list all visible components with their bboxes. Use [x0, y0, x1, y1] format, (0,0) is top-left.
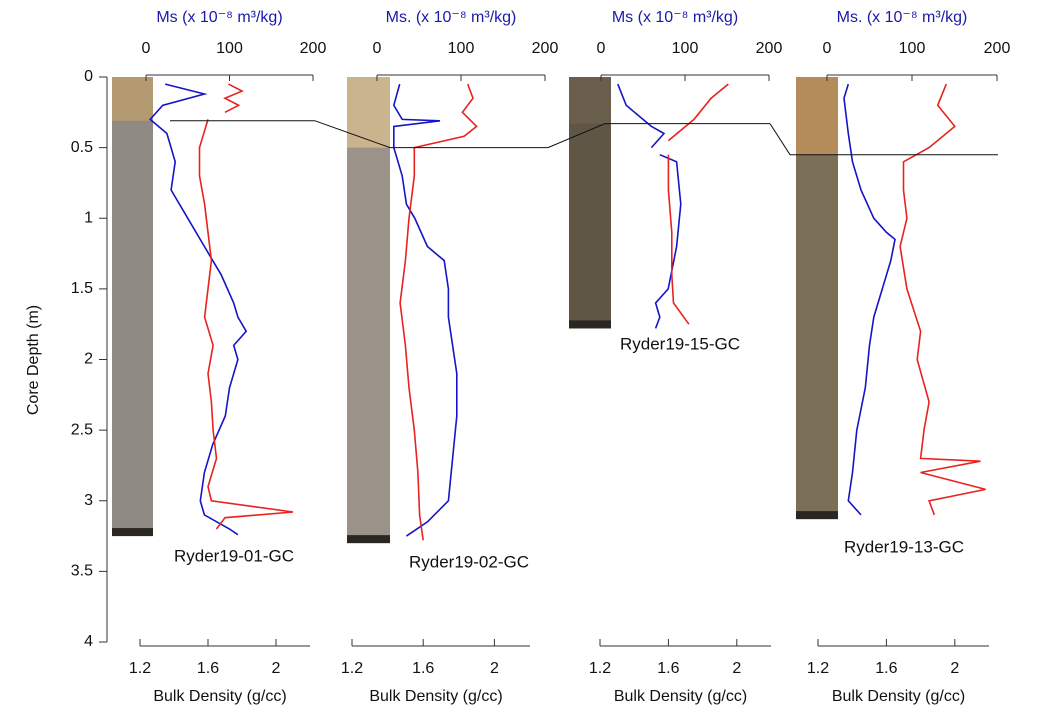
core-image [347, 77, 390, 544]
ms-title: Ms. (x 10⁻⁸ m³/kg) [837, 9, 968, 26]
density-tick-label: 1.2 [589, 660, 611, 677]
ms-tick-label: 0 [373, 40, 382, 57]
tie-connector [314, 120, 391, 149]
density-title: Bulk Density (g/cc) [832, 688, 965, 705]
density-tick-label: 1.2 [807, 660, 829, 677]
core-upper-unit [347, 77, 390, 148]
ms-tick-label: 200 [532, 40, 559, 57]
density-line [198, 83, 294, 530]
core-base [112, 528, 153, 537]
y-tick-label: 3 [84, 492, 93, 509]
density-tick-label: 1.2 [129, 660, 151, 677]
ms-title: Ms (x 10⁻⁸ m³/kg) [612, 9, 738, 26]
ms-tick-label: 0 [823, 40, 832, 57]
density-line [399, 83, 478, 541]
y-tick-label: 1 [84, 209, 93, 226]
ms-title: Ms. (x 10⁻⁸ m³/kg) [386, 9, 517, 26]
density-line [899, 83, 986, 516]
density-title: Bulk Density (g/cc) [614, 688, 747, 705]
y-tick-label: 0.5 [71, 139, 93, 156]
density-tick-label: 2 [272, 660, 281, 677]
ms-tick-label: 100 [672, 40, 699, 57]
density-tick-label: 1.2 [341, 660, 363, 677]
ms-tick-label: 200 [756, 40, 783, 57]
density-tick-label: 1.6 [657, 660, 679, 677]
ms-tick-label: 100 [899, 40, 926, 57]
core-base [569, 320, 611, 329]
core-upper-unit [569, 77, 611, 124]
ms-line [149, 83, 248, 536]
y-tick-label: 2 [84, 351, 93, 368]
core-label: Ryder19-15-GC [620, 334, 740, 353]
core-upper-unit [112, 77, 153, 121]
y-tick-label: 2.5 [71, 421, 93, 438]
y-tick-label: 3.5 [71, 563, 93, 580]
ms-tick-label: 200 [984, 40, 1011, 57]
ms-line [392, 83, 458, 537]
density-title: Bulk Density (g/cc) [153, 688, 286, 705]
y-axis-title: Core Depth (m) [25, 305, 42, 415]
density-tick-label: 1.6 [875, 660, 897, 677]
core-label: Ryder19-01-GC [174, 546, 294, 565]
ms-title: Ms (x 10⁻⁸ m³/kg) [156, 9, 282, 26]
ms-tick-label: 100 [216, 40, 243, 57]
core-base [796, 511, 838, 520]
ms-line [617, 83, 682, 329]
core-upper-unit [796, 77, 838, 155]
y-tick-label: 1.5 [71, 280, 93, 297]
density-tick-label: 1.6 [412, 660, 434, 677]
ms-tick-label: 100 [448, 40, 475, 57]
core-image [112, 77, 153, 537]
tie-connector [547, 123, 606, 149]
density-title: Bulk Density (g/cc) [369, 688, 502, 705]
y-tick-label: 4 [84, 633, 93, 650]
tie-connector [769, 123, 791, 155]
density-line [667, 83, 729, 325]
y-tick-label: 0 [84, 68, 93, 85]
density-tick-label: 1.6 [197, 660, 219, 677]
ms-tick-label: 0 [597, 40, 606, 57]
density-tick-label: 2 [490, 660, 499, 677]
density-tick-label: 2 [950, 660, 959, 677]
core-label: Ryder19-13-GC [844, 537, 964, 556]
core-label: Ryder19-02-GC [409, 552, 529, 571]
ms-tick-label: 0 [142, 40, 151, 57]
core-base [347, 535, 390, 544]
ms-line [843, 83, 896, 516]
ms-tick-label: 200 [300, 40, 327, 57]
density-tick-label: 2 [732, 660, 741, 677]
